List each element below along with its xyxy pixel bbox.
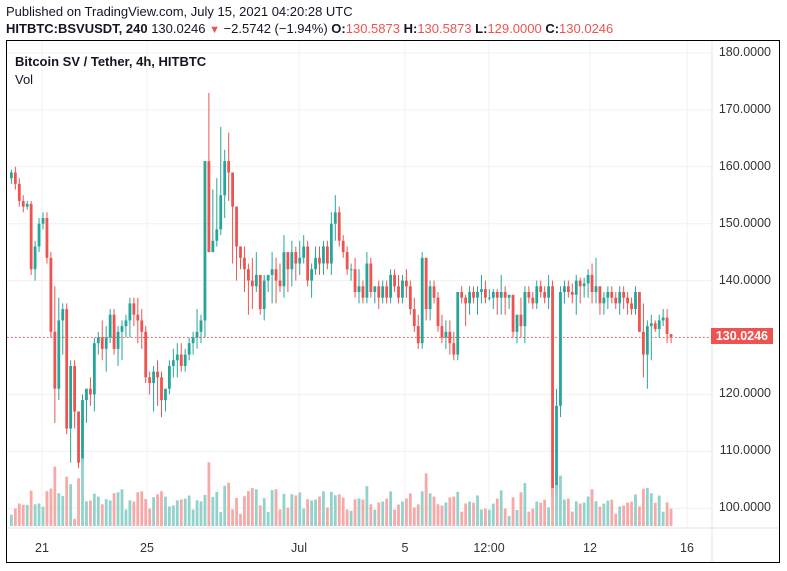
open-value: 130.5873 <box>345 21 400 36</box>
time-tick-label: 12 <box>583 541 597 555</box>
legend-title: Bitcoin SV / Tether, 4h, HITBTC <box>15 54 207 69</box>
legend-volume: Vol <box>15 72 34 87</box>
price-tick-label: 170.0000 <box>718 101 771 116</box>
open-label: O: <box>331 21 346 36</box>
price-tick-label: 110.0000 <box>719 443 771 458</box>
last-price: 130.0246 <box>151 21 206 36</box>
symbol-label: HITBTC:BSVUSDT, 240 <box>6 21 148 36</box>
close-value: 130.0246 <box>559 21 614 36</box>
price-tick-label: 100.0000 <box>718 500 771 515</box>
time-tick-label: Jul <box>291 541 307 555</box>
candlestick-plot[interactable] <box>7 41 780 563</box>
time-tick-label: 25 <box>140 541 154 555</box>
chart-pane[interactable]: Bitcoin SV / Tether, 4h, HITBTC Vol 180.… <box>6 40 780 563</box>
price-tick-label: 160.0000 <box>718 158 771 173</box>
triangle-down-icon: ▼ <box>209 24 220 36</box>
price-tick-label: 150.0000 <box>718 215 771 230</box>
chart-legend: Bitcoin SV / Tether, 4h, HITBTC Vol <box>15 54 206 87</box>
price-tick-label: 140.0000 <box>718 272 771 287</box>
time-tick-label: 21 <box>35 541 49 555</box>
time-tick-label: 12:00 <box>473 541 505 555</box>
close-label: C: <box>545 21 560 36</box>
price-tick-label: 180.0000 <box>718 45 771 59</box>
low-label: L: <box>475 21 488 36</box>
price-tick-label: 120.0000 <box>718 386 771 401</box>
high-label: H: <box>403 21 418 36</box>
time-tick-label: 5 <box>401 541 409 555</box>
time-tick-label: 16 <box>680 541 694 555</box>
low-value: 129.0000 <box>487 21 542 36</box>
last-price-badge: 130.0246 <box>710 328 773 345</box>
symbol-quote-line: HITBTC:BSVUSDT, 240 130.0246 ▼ −2.5742 (… <box>6 21 613 36</box>
high-value: 130.5873 <box>417 21 472 36</box>
price-change: −2.5742 (−1.94%) <box>223 21 328 36</box>
published-caption: Published on TradingView.com, July 15, 2… <box>6 4 353 19</box>
